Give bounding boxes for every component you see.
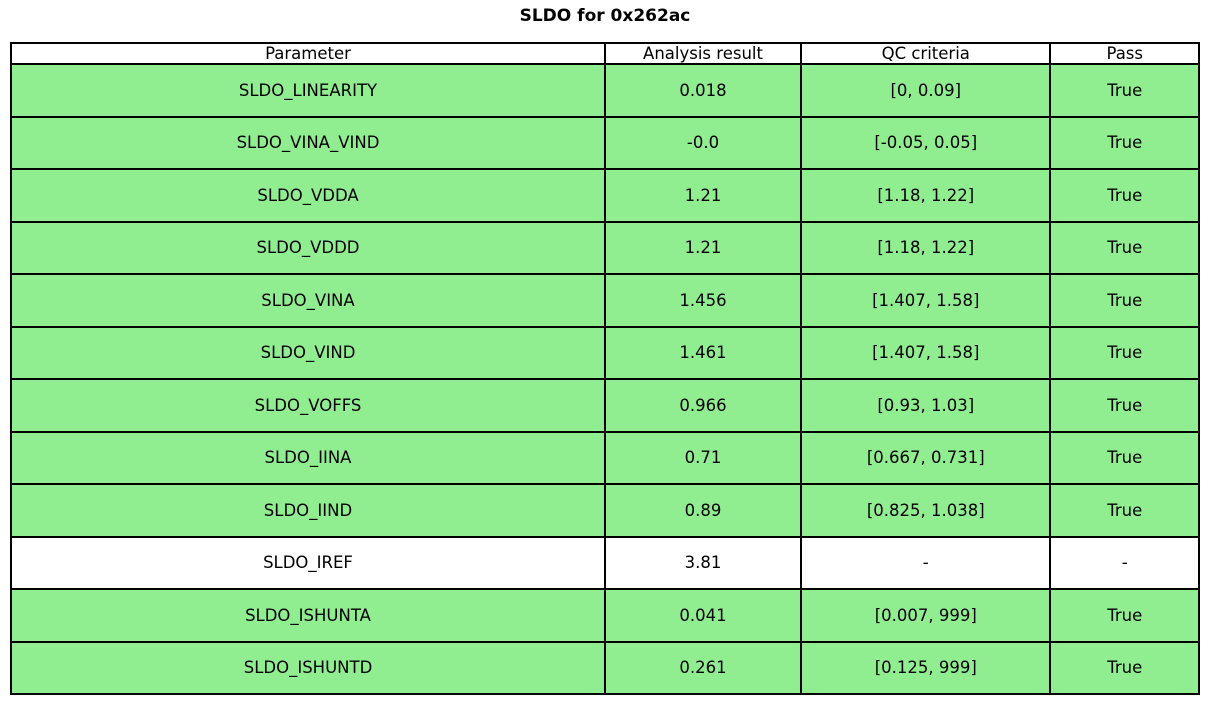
cell-result: 1.21 (603, 168, 803, 223)
table-header-row: Parameter Analysis result QC criteria Pass (10, 42, 1200, 65)
cell-result: 0.018 (603, 63, 803, 118)
cell-pass: True (1049, 220, 1200, 275)
cell-criteria: [0.007, 999] (800, 588, 1052, 643)
cell-pass: True (1049, 378, 1200, 433)
table-row: SLDO_LINEARITY 0.018 [0, 0.09] True (10, 63, 1200, 118)
cell-pass: True (1049, 325, 1200, 380)
cell-criteria: [1.18, 1.22] (800, 168, 1052, 223)
cell-parameter: SLDO_VINA_VIND (10, 115, 606, 170)
cell-pass: True (1049, 430, 1200, 485)
column-header: Parameter (10, 42, 606, 65)
qc-results-table: Parameter Analysis result QC criteria Pass … (10, 42, 1200, 695)
cell-criteria: [0.125, 999] (800, 640, 1052, 695)
page-title: SLDO for 0x262ac (519, 6, 691, 26)
cell-result: 1.461 (603, 325, 803, 380)
qc-table-body: SLDO_LINEARITY 0.018 [0, 0.09] True SLDO_VIN… (10, 63, 1200, 695)
cell-parameter: SLDO_IIND (10, 483, 606, 538)
cell-pass: True (1049, 483, 1200, 538)
cell-result: 0.261 (603, 640, 803, 695)
cell-result: -0.0 (603, 115, 803, 170)
cell-parameter: SLDO_VDDD (10, 220, 606, 275)
cell-pass: True (1049, 63, 1200, 118)
cell-pass: - (1049, 535, 1200, 590)
table-row: SLDO_VDDD 1.21 [1.18, 1.22] True (10, 220, 1200, 275)
cell-result: 0.89 (603, 483, 803, 538)
table-row: SLDO_IREF 3.81- - (10, 535, 1200, 590)
table-row: SLDO_VINA_VIND -0.0 [-0.05, 0.05] True (10, 115, 1200, 170)
cell-parameter: SLDO_VIND (10, 325, 606, 380)
table-row: SLDO_VIND 1.461 [1.407, 1.58] True (10, 325, 1200, 380)
column-header: Pass (1049, 42, 1200, 65)
column-header: QC criteria (800, 42, 1052, 65)
cell-criteria: [0.667, 0.731] (800, 430, 1052, 485)
cell-result: 0.966 (603, 378, 803, 433)
cell-pass: True (1049, 168, 1200, 223)
cell-result: 0.71 (603, 430, 803, 485)
table-row: SLDO_VOFFS 0.966 [0.93, 1.03] True (10, 378, 1200, 433)
cell-parameter: SLDO_VOFFS (10, 378, 606, 433)
cell-criteria: [0.93, 1.03] (800, 378, 1052, 433)
table-row: SLDO_VDDA 1.21 [1.18, 1.22] True (10, 168, 1200, 223)
table-row: SLDO_VINA 1.456 [1.407, 1.58] True (10, 273, 1200, 328)
cell-criteria: [1.407, 1.58] (800, 273, 1052, 328)
cell-pass: True (1049, 115, 1200, 170)
cell-parameter: SLDO_IINA (10, 430, 606, 485)
cell-result: 3.81 (603, 535, 803, 590)
cell-result: 1.456 (603, 273, 803, 328)
column-header: Analysis result (603, 42, 803, 65)
cell-parameter: SLDO_IREF (10, 535, 606, 590)
cell-criteria: [-0.05, 0.05] (800, 115, 1052, 170)
cell-criteria: [0.825, 1.038] (800, 483, 1052, 538)
cell-criteria: [0, 0.09] (800, 63, 1052, 118)
cell-pass: True (1049, 273, 1200, 328)
table-row: SLDO_ISHUNTA 0.041 [0.007, 999] True (10, 588, 1200, 643)
cell-result: 1.21 (603, 220, 803, 275)
cell-parameter: SLDO_VDDA (10, 168, 606, 223)
cell-criteria: [1.407, 1.58] (800, 325, 1052, 380)
cell-pass: True (1049, 640, 1200, 695)
cell-criteria: - (800, 535, 1052, 590)
table-row: SLDO_IIND 0.89 [0.825, 1.038] True (10, 483, 1200, 538)
table-row: SLDO_ISHUNTD 0.261 [0.125, 999] True (10, 640, 1200, 695)
cell-parameter: SLDO_VINA (10, 273, 606, 328)
cell-parameter: SLDO_LINEARITY (10, 63, 606, 118)
cell-criteria: [1.18, 1.22] (800, 220, 1052, 275)
cell-pass: True (1049, 588, 1200, 643)
cell-result: 0.041 (603, 588, 803, 643)
table-row: SLDO_IINA 0.71 [0.667, 0.731] True (10, 430, 1200, 485)
cell-parameter: SLDO_ISHUNTD (10, 640, 606, 695)
cell-parameter: SLDO_ISHUNTA (10, 588, 606, 643)
